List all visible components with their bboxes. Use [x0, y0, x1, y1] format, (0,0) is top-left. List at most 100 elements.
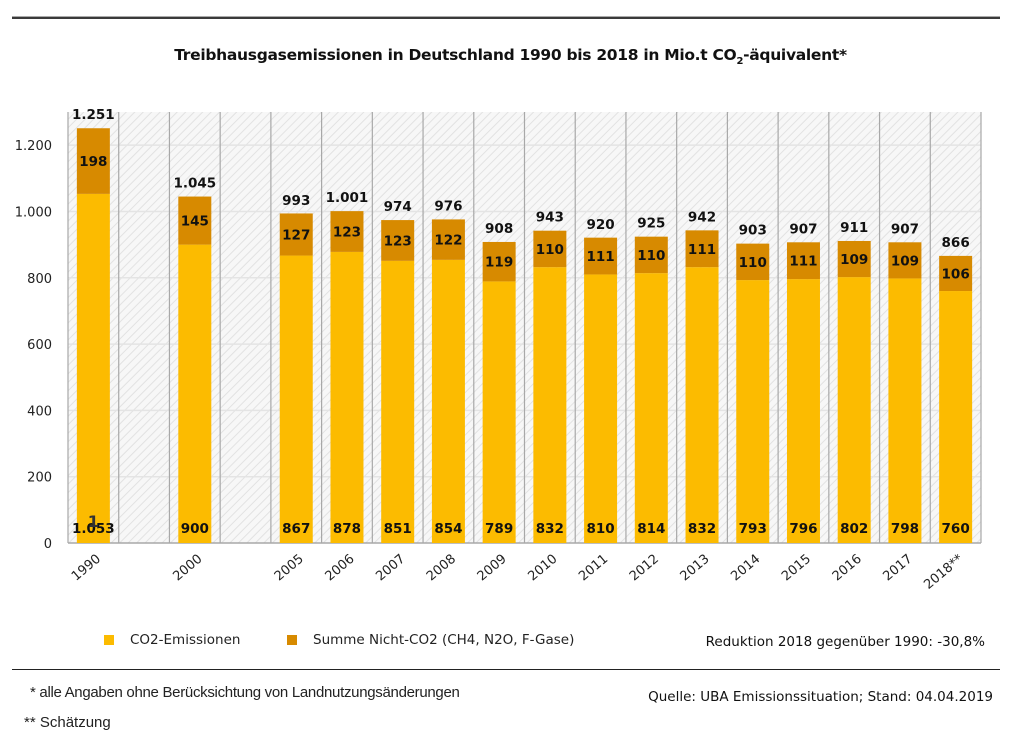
x-tick-label: 2017 — [880, 552, 915, 585]
data-label-total: 974 — [384, 199, 412, 215]
bar-co2 — [837, 277, 871, 543]
bar-non-co2 — [736, 243, 770, 281]
title-subscript: 2 — [736, 56, 744, 68]
chart-title: Treibhausgasemissionen in Deutschland 19… — [0, 46, 1021, 67]
data-label-non-co2: 111 — [789, 254, 817, 270]
x-tick-label: 2010 — [525, 552, 560, 585]
data-label-co2: 854 — [434, 521, 462, 537]
bar-non-co2 — [685, 230, 719, 268]
bar-non-co2 — [482, 241, 516, 282]
top-rule — [12, 17, 1000, 19]
data-label-total: 925 — [637, 215, 665, 231]
data-label-non-co2: 119 — [485, 255, 513, 271]
bar-co2 — [76, 193, 110, 543]
bar-co2 — [685, 267, 719, 543]
x-tick-label: 2005 — [272, 552, 307, 585]
y-tick-label: 600 — [27, 338, 52, 353]
bar-co2 — [736, 280, 770, 543]
bar-non-co2 — [786, 242, 820, 280]
title-suffix: -äquivalent* — [743, 46, 847, 64]
data-label-total: 1.045 — [173, 176, 216, 192]
bar-non-co2 — [634, 236, 668, 274]
x-tick-label: 2000 — [170, 552, 205, 585]
data-label-co2: 832 — [536, 521, 564, 537]
data-label-non-co2: 122 — [434, 233, 462, 249]
y-tick-label: 400 — [27, 404, 52, 419]
x-tick-label: 1990 — [69, 552, 104, 585]
x-tick-label: 2016 — [830, 552, 865, 585]
x-tick-label: 2013 — [678, 552, 713, 585]
bar-co2 — [584, 274, 618, 543]
data-label-co2: 832 — [688, 521, 716, 537]
data-label-total: 866 — [942, 235, 970, 251]
data-label-total: 942 — [688, 210, 716, 226]
data-label-co2: 793 — [739, 521, 767, 537]
data-label-non-co2: 109 — [891, 253, 919, 269]
data-label-non-co2: 198 — [79, 154, 107, 170]
x-tick-label: 2018** — [921, 551, 966, 592]
x-tick-label: 2008 — [424, 552, 459, 585]
data-label-total: 920 — [586, 217, 614, 233]
legend-item-non-co2: Summe Nicht-CO2 (CH4, N2O, F-Gase) — [287, 632, 574, 648]
bar-co2 — [279, 255, 313, 543]
x-tick-label: 2011 — [576, 552, 611, 585]
data-label-non-co2: 145 — [181, 214, 209, 230]
footer-rule — [12, 669, 1000, 670]
bar-non-co2 — [431, 219, 465, 260]
bar-non-co2 — [533, 230, 567, 268]
bar-co2 — [533, 267, 567, 543]
annotation-marker: 1 — [88, 512, 99, 531]
data-label-co2: 878 — [333, 521, 361, 537]
footnote-land-use: * alle Angaben ohne Berücksichtung von L… — [30, 684, 460, 701]
data-label-non-co2: 110 — [739, 255, 767, 271]
data-label-total: 911 — [840, 220, 868, 236]
data-labels: 1.053 198 1.251 900 145 1.045 867 127 993 878 123 1… — [72, 107, 970, 537]
y-tick-label: 1.200 — [15, 139, 52, 154]
data-label-co2: 867 — [282, 521, 310, 537]
data-label-total: 993 — [282, 193, 310, 209]
footnote-estimate: ** Schätzung — [24, 714, 111, 731]
data-label-non-co2: 109 — [840, 252, 868, 268]
x-tick-label: 2014 — [728, 552, 763, 585]
data-label-co2: 760 — [942, 521, 970, 537]
bar-non-co2 — [76, 128, 110, 194]
data-label-co2: 796 — [789, 521, 817, 537]
data-label-total: 1.001 — [326, 190, 369, 206]
data-label-total: 976 — [434, 198, 462, 214]
data-label-co2: 851 — [384, 521, 412, 537]
data-label-non-co2: 111 — [586, 249, 614, 265]
bar-non-co2 — [939, 255, 973, 292]
data-label-total: 907 — [789, 221, 817, 237]
y-axis: 0 200 400 600 800 1.000 1.200 — [15, 139, 52, 552]
x-tick-label: 2007 — [373, 552, 408, 585]
data-label-co2: 789 — [485, 521, 513, 537]
y-tick-label: 1.000 — [15, 205, 52, 220]
bar-non-co2 — [837, 240, 871, 278]
data-label-total: 943 — [536, 209, 564, 225]
title-text: Treibhausgasemissionen in Deutschland 19… — [174, 46, 737, 64]
data-label-total: 903 — [739, 223, 767, 239]
bar-co2 — [431, 259, 465, 543]
bar-non-co2 — [279, 213, 313, 256]
bar-non-co2 — [584, 237, 618, 275]
bar-co2 — [939, 291, 973, 543]
data-label-co2: 810 — [586, 521, 614, 537]
legend-swatch-co2 — [104, 635, 114, 645]
data-label-co2: 900 — [181, 521, 209, 537]
bar-non-co2 — [888, 242, 922, 279]
data-label-co2: 802 — [840, 521, 868, 537]
bar-co2 — [330, 251, 364, 543]
data-label-non-co2: 123 — [333, 225, 361, 241]
data-label-total: 1.251 — [72, 107, 115, 123]
data-label-total: 908 — [485, 221, 513, 237]
bar-non-co2 — [330, 211, 364, 252]
data-label-non-co2: 111 — [688, 242, 716, 258]
bar-non-co2 — [178, 196, 212, 245]
source-note: Quelle: UBA Emissionssituation; Stand: 0… — [648, 689, 993, 705]
legend-label-co2: CO2-Emissionen — [130, 632, 241, 648]
data-label-co2: 1.053 — [72, 521, 115, 537]
legend-label-non-co2: Summe Nicht-CO2 (CH4, N2O, F-Gase) — [313, 632, 575, 648]
bar-co2 — [178, 244, 212, 543]
data-label-co2: 814 — [637, 521, 665, 537]
bars — [76, 128, 973, 543]
